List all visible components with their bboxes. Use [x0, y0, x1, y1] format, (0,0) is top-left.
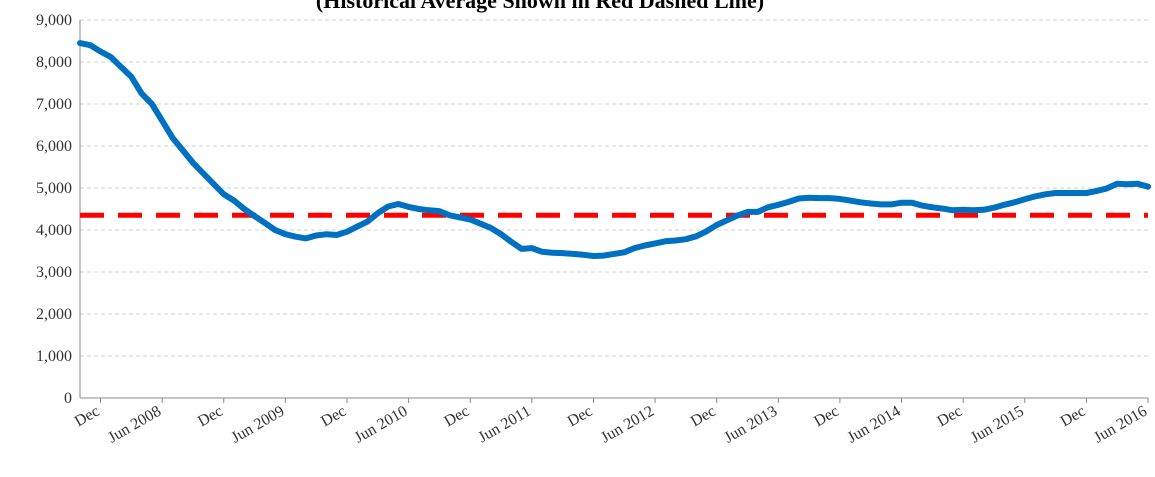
y-tick-label: 7,000	[36, 96, 72, 113]
x-tick-label: Dec	[934, 403, 965, 431]
y-tick-label: 1,000	[36, 348, 72, 365]
y-tick-label: 2,000	[36, 306, 72, 323]
x-tick-label: Jun 2010	[352, 403, 411, 447]
x-tick-label: Jun 2011	[475, 403, 533, 447]
x-tick-label: Jun 2009	[228, 403, 287, 447]
y-tick-label: 0	[64, 390, 72, 407]
x-tick-label: Dec	[441, 403, 472, 431]
x-tick-label: Dec	[811, 403, 842, 431]
y-tick-label: 5,000	[36, 180, 72, 197]
x-tick-label: Jun 2014	[845, 403, 904, 447]
x-tick-label: Dec	[195, 403, 226, 431]
x-tick-label: Jun 2016	[1091, 403, 1150, 447]
y-tick-label: 4,000	[36, 222, 72, 239]
x-tick-label: Dec	[565, 403, 596, 431]
x-tick-label: Dec	[72, 403, 103, 431]
x-tick-label: Jun 2013	[721, 403, 780, 447]
x-tick-label: Jun 2008	[105, 403, 164, 447]
x-tick-label: Dec	[688, 403, 719, 431]
y-tick-label: 6,000	[36, 138, 72, 155]
chart-subtitle: (Historical Average Shown in Red Dashed …	[316, 0, 764, 13]
x-tick-label: Dec	[318, 403, 349, 431]
y-tick-label: 3,000	[36, 264, 72, 281]
x-tick-label: Jun 2012	[598, 403, 657, 447]
y-tick-label: 9,000	[36, 12, 72, 29]
data-line	[77, 40, 1151, 259]
x-tick-label: Jun 2015	[968, 403, 1027, 447]
x-tick-label: Dec	[1058, 403, 1089, 431]
y-tick-label: 8,000	[36, 54, 72, 71]
